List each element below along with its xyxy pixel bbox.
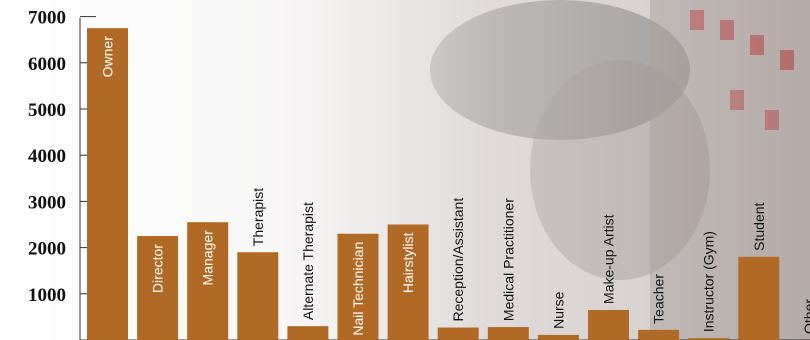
bar-label: Make-up Artist [601, 214, 617, 304]
y-tick-label: 7000 [28, 8, 66, 29]
bar [688, 338, 730, 340]
bar-label: Nurse [550, 291, 566, 329]
bar-label: Nail Technician [350, 242, 366, 336]
y-tick-label: 5000 [28, 100, 66, 121]
bar-label: Hairstylist [400, 232, 416, 293]
bar [588, 309, 629, 340]
bar-label: Other [801, 299, 810, 334]
y-tick-label: 4000 [28, 146, 66, 167]
y-tick-label: 6000 [28, 54, 66, 75]
bar-label: Therapist [250, 188, 266, 246]
bar [387, 224, 429, 340]
bar [487, 327, 529, 340]
bar-label: Reception/Assistant [450, 198, 466, 322]
bars-group [87, 28, 780, 340]
y-axis-ticks: 1000 2000 3000 4000 5000 6000 7000 [28, 8, 96, 306]
bar [137, 236, 179, 340]
bar [237, 252, 279, 340]
bar-label: Medical Practitioner [500, 198, 516, 321]
bar-labels-group: Owner Director Manager Therapist Alternate T… [100, 36, 810, 336]
y-tick-label: 3000 [28, 192, 66, 213]
bar [537, 334, 579, 340]
bar-label: Student [751, 202, 767, 250]
y-tick-label: 1000 [28, 285, 66, 306]
bar [437, 327, 479, 340]
bar [87, 28, 128, 340]
bar [738, 256, 780, 340]
bar [187, 222, 229, 340]
bar-label: Instructor (Gym) [701, 231, 717, 332]
bar [337, 233, 379, 340]
bar-label: Teacher [651, 274, 667, 324]
bar [638, 329, 680, 340]
bar-label: Director [150, 244, 166, 293]
bar-label: Alternate Therapist [300, 202, 316, 320]
bar-label: Owner [100, 36, 116, 78]
bar-label: Manager [200, 230, 216, 286]
bar [287, 326, 329, 340]
y-tick-label: 2000 [28, 239, 66, 260]
